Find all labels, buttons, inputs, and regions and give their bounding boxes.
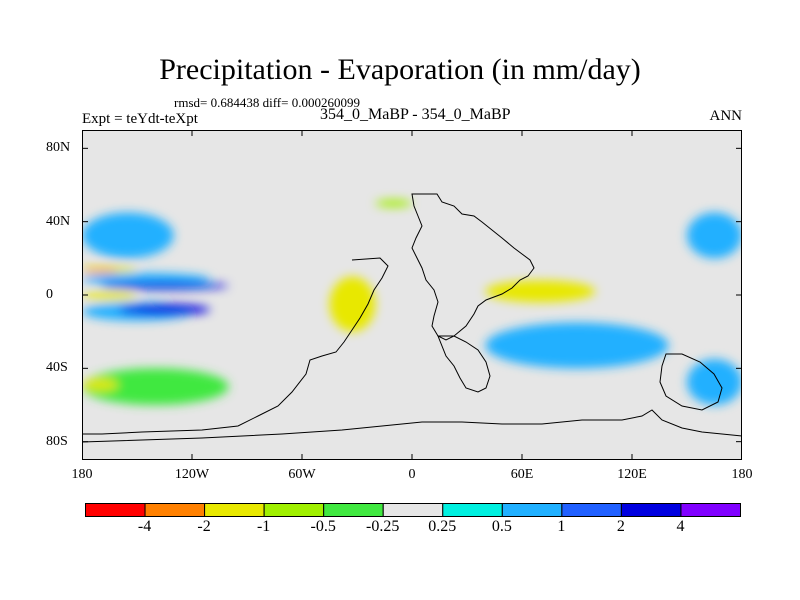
field-region-11	[82, 212, 174, 259]
colorbar-label: -4	[137, 518, 152, 535]
y-tick-label: 40N	[46, 213, 71, 229]
map-plot	[82, 130, 742, 460]
x-tick-label: 120W	[174, 467, 210, 482]
coastline-africa	[437, 335, 491, 393]
field-region-15	[485, 322, 669, 369]
colorbar-swatch	[680, 503, 741, 517]
season-label: ANN	[709, 108, 743, 124]
colorbar-swatch	[501, 503, 563, 517]
colorbar-label: 0.5	[491, 518, 512, 535]
colorbar-swatch	[263, 503, 325, 517]
tick-marks	[82, 130, 742, 460]
coastline-layer	[82, 193, 742, 443]
colorbar-label: -1	[256, 518, 271, 535]
colorbar-swatch	[323, 503, 384, 517]
coastline-antarctica	[82, 409, 742, 443]
x-tick-label: 180	[731, 467, 753, 482]
colorbar-swatch	[442, 503, 503, 517]
x-tick-label: 60W	[288, 467, 316, 482]
colorbar-label: 0.25	[428, 518, 457, 535]
colorbar-swatch	[382, 503, 444, 517]
field-region-14	[82, 379, 119, 391]
field-region-16	[687, 359, 742, 405]
colorbar-swatch	[144, 503, 206, 517]
y-tick-label: 40S	[46, 360, 68, 376]
stats-text: rmsd= 0.684438 diff= 0.000260099	[174, 95, 360, 110]
field-region-3	[82, 269, 119, 274]
experiment-label: Expt = teYdt-teXpt	[82, 111, 198, 127]
coastline-north-africa-eurasia	[411, 193, 535, 341]
field-layer	[82, 199, 742, 405]
field-region-7	[329, 276, 376, 332]
colorbar-label: -0.25	[366, 518, 400, 535]
coastline-australia	[659, 353, 723, 411]
colorbar-label: -0.5	[310, 518, 336, 535]
x-tick-label: 120E	[617, 467, 647, 482]
field-region-5	[118, 304, 211, 316]
colorbar-label: -2	[197, 518, 211, 535]
plot-background	[82, 130, 742, 460]
coastline-south-america	[82, 257, 389, 435]
colorbar-swatch	[204, 503, 265, 517]
field-region-1	[100, 282, 229, 290]
colorbar	[85, 503, 741, 517]
colorbar-swatch	[85, 503, 146, 517]
y-tick-label: 80N	[46, 140, 71, 156]
colorbar-label: 2	[616, 518, 625, 535]
x-tick-label: 180	[71, 467, 93, 482]
field-region-12	[687, 212, 742, 259]
field-region-6	[82, 291, 137, 301]
colorbar-swatch	[620, 503, 682, 517]
y-tick-label: 80S	[46, 433, 68, 449]
y-tick-label: 0	[46, 287, 53, 302]
field-region-13	[82, 368, 229, 405]
field-region-10	[485, 280, 596, 303]
chart-title: Precipitation - Evaporation (in mm/day)	[159, 53, 641, 86]
colorbar-label: 4	[676, 518, 685, 535]
field-region-8	[375, 199, 412, 207]
colorbar-label: 1	[557, 518, 566, 535]
x-tick-label: 0	[408, 467, 416, 482]
x-tick-label: 60E	[510, 467, 534, 482]
chart-subtitle: 354_0_MaBP - 354_0_MaBP	[320, 106, 511, 123]
colorbar-swatch	[561, 503, 622, 517]
